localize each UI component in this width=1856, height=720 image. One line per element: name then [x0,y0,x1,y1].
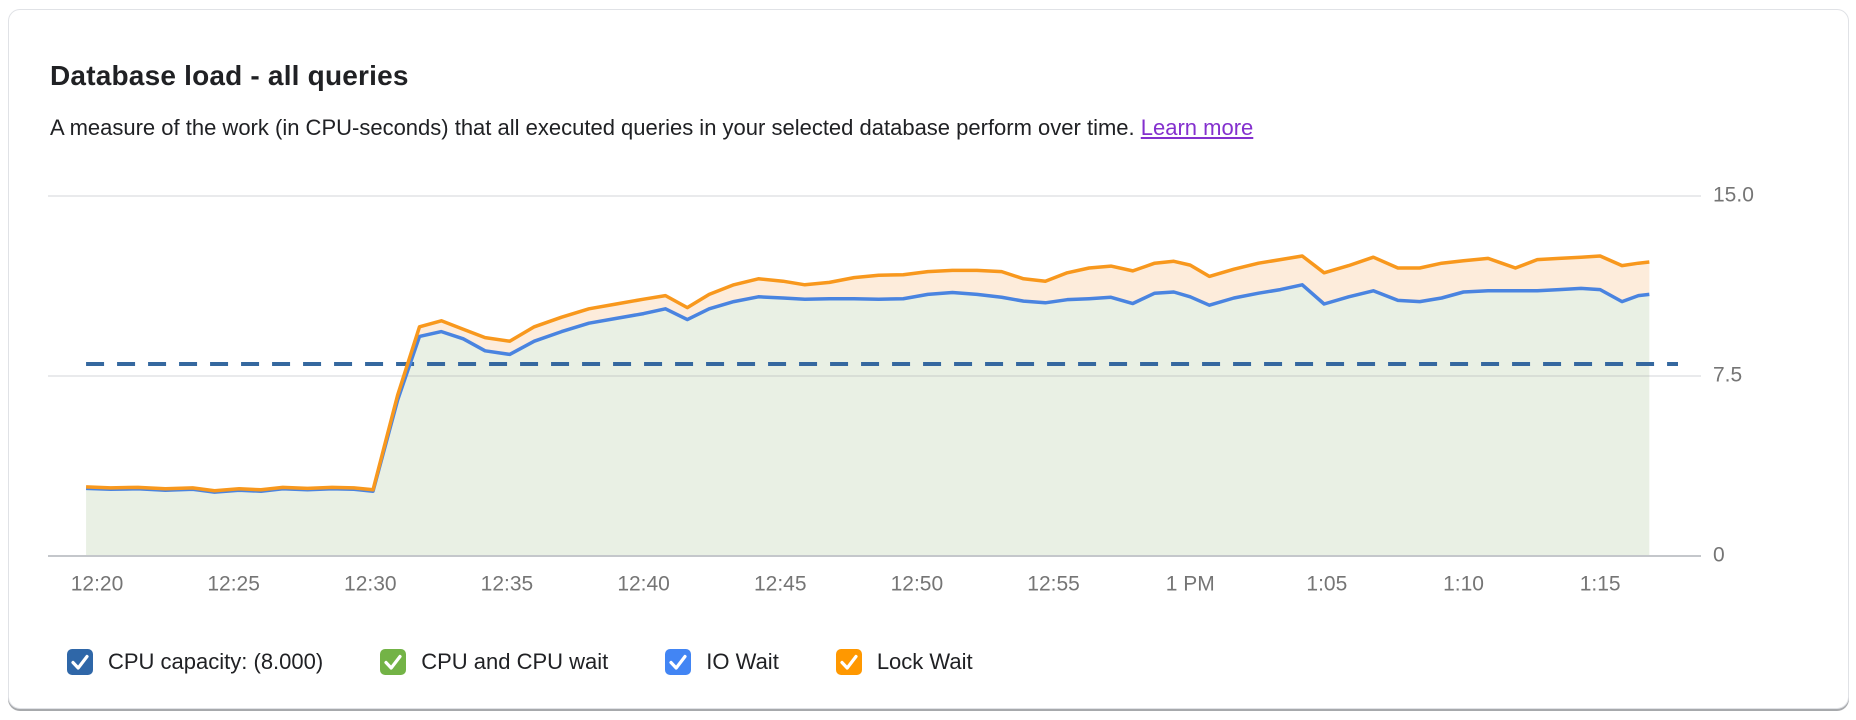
x-tick-label: 12:25 [207,573,260,596]
chart-description: A measure of the work (in CPU-seconds) t… [50,115,1253,141]
lock-wait-line [85,254,1650,493]
checkmark-icon [384,654,402,670]
legend-label: IO Wait [706,649,779,674]
chart-description-text: A measure of the work (in CPU-seconds) t… [50,115,1135,140]
x-tick-label: 1:10 [1443,573,1484,596]
legend-item-io-wait[interactable]: IO Wait [665,649,779,675]
checkmark-icon [840,654,858,670]
checkbox-lock-wait[interactable] [835,649,862,675]
legend-item-cpu-and-cpu-wait[interactable]: CPU and CPU wait [380,649,608,675]
cpu-and-cpu-wait-area [86,284,1650,556]
learn-more-link[interactable]: Learn more [1140,115,1254,140]
legend-label: CPU capacity: (8.000) [108,649,324,674]
checkmark-icon [71,654,89,670]
checkbox-io-wait[interactable] [665,649,692,675]
x-tick-label: 12:50 [891,573,944,596]
legend-label: CPU and CPU wait [421,649,609,674]
x-tick-label: 12:45 [754,573,807,596]
x-tick-label: 12:35 [481,573,534,596]
page-title: Database load - all queries [50,60,409,91]
x-tick-label: 1 PM [1166,573,1215,596]
lock-wait-band-area [86,256,1650,493]
checkbox-cpu-capacity[interactable] [67,649,93,675]
checkbox-cpu-and-cpu-wait[interactable] [380,649,407,675]
x-tick-label: 12:20 [71,573,124,596]
x-tick-label: 12:55 [1027,573,1080,596]
x-tick-label: 12:30 [344,573,397,596]
x-tick-label: 1:15 [1580,573,1621,596]
legend-label: Lock Wait [876,649,973,674]
x-tick-label: 1:05 [1306,573,1347,596]
y-tick-label: 15.0 [1713,184,1754,207]
legend-item-lock-wait[interactable]: Lock Wait [835,649,973,675]
chart-legend: CPU capacity: (8.000) CPU and CPU wait I… [67,649,973,675]
x-tick-label: 12:40 [617,573,670,596]
y-tick-label: 7.5 [1713,364,1742,387]
legend-item-cpu-capacity[interactable]: CPU capacity: (8.000) [67,649,323,675]
checkmark-icon [669,654,687,670]
y-tick-label: 0 [1713,544,1725,567]
